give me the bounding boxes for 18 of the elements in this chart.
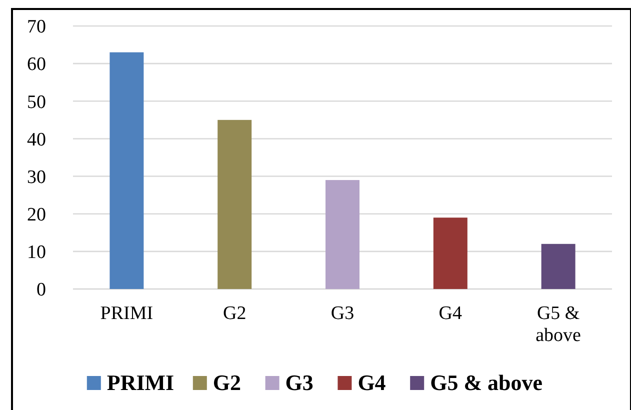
y-tick-label: 70	[27, 16, 46, 38]
x-tick-label: PRIMI	[100, 303, 154, 324]
y-tick-label: 20	[27, 204, 46, 226]
y-tick-label: 50	[27, 92, 46, 113]
legend-label: PRIMI	[106, 370, 174, 395]
x-tick-label: G3	[330, 303, 354, 324]
legend-label: G4	[358, 370, 386, 395]
legend-label: G5 & above	[430, 370, 543, 395]
y-tick-label: 10	[27, 242, 46, 264]
legend-label: G3	[285, 370, 314, 395]
x-tick-label: G2	[222, 303, 246, 324]
y-tick-label: 60	[27, 54, 46, 76]
y-tick-label: 30	[27, 166, 46, 188]
x-tick-label: G5 & above	[536, 303, 582, 346]
y-tick-label: 40	[27, 129, 46, 150]
x-tick-label: G4	[438, 303, 463, 324]
legend-label: G2	[212, 370, 242, 395]
y-tick-label: 0	[36, 280, 46, 301]
